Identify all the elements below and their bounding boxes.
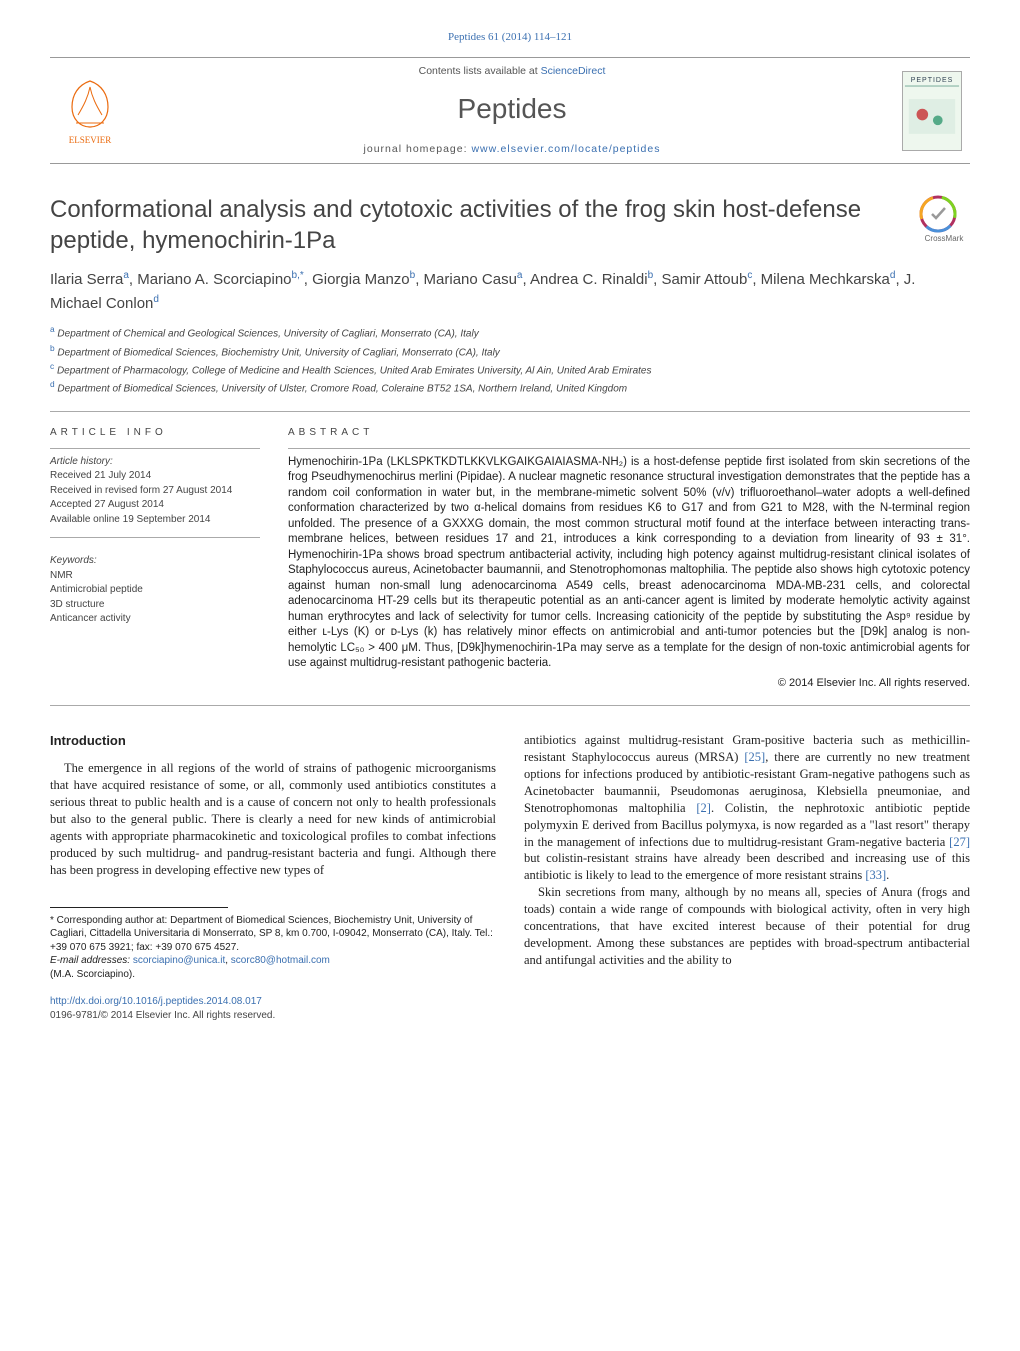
rule xyxy=(50,705,970,706)
ref-link[interactable]: [25] xyxy=(744,750,765,764)
abstract-text: Hymenochirin-1Pa (LKLSPKTKDTLKKVLKGAIKGA… xyxy=(288,455,970,672)
journal-cover-thumb: PEPTIDES xyxy=(902,71,962,151)
email-link-1[interactable]: scorciapino@unica.it xyxy=(133,955,225,966)
homepage-link[interactable]: www.elsevier.com/locate/peptides xyxy=(471,143,660,155)
abstract-label: abstract xyxy=(288,426,970,440)
svg-text:ELSEVIER: ELSEVIER xyxy=(69,135,112,145)
top-citation: Peptides 61 (2014) 114–121 xyxy=(50,30,970,45)
affiliation-line: c Department of Pharmacology, College of… xyxy=(50,360,970,378)
header-center: Contents lists available at ScienceDirec… xyxy=(122,64,902,157)
affiliation-line: a Department of Chemical and Geological … xyxy=(50,323,970,341)
article-title: Conformational analysis and cytotoxic ac… xyxy=(50,194,898,256)
corresponding-author-footnote: * Corresponding author at: Department of… xyxy=(50,914,496,955)
authors-list: Ilaria Serraa, Mariano A. Scorciapinob,*… xyxy=(50,268,970,315)
affiliation-line: b Department of Biomedical Sciences, Bio… xyxy=(50,342,970,360)
journal-name: Peptides xyxy=(122,89,902,128)
doi-link[interactable]: http://dx.doi.org/10.1016/j.peptides.201… xyxy=(50,996,262,1007)
crossmark-label: CrossMark xyxy=(925,234,965,243)
rule xyxy=(50,411,970,412)
elsevier-logo: ELSEVIER xyxy=(58,75,122,147)
keyword: 3D structure xyxy=(50,598,260,613)
crossmark-badge[interactable]: CrossMark xyxy=(918,194,970,251)
body-paragraph: Skin secretions from many, although by n… xyxy=(524,884,970,968)
introduction-heading: Introduction xyxy=(50,732,496,750)
article-info-label: article info xyxy=(50,426,260,440)
history-line: Accepted 27 August 2014 xyxy=(50,498,260,513)
homepage-line: journal homepage: www.elsevier.com/locat… xyxy=(122,142,902,157)
history-line: Received in revised form 27 August 2014 xyxy=(50,484,260,499)
sciencedirect-link[interactable]: ScienceDirect xyxy=(541,65,606,77)
ref-link[interactable]: [2] xyxy=(696,801,711,815)
affiliations: a Department of Chemical and Geological … xyxy=(50,323,970,396)
email-name: (M.A. Scorciapino). xyxy=(50,968,496,982)
history-line: Received 21 July 2014 xyxy=(50,469,260,484)
body-paragraph: antibiotics against multidrug-resistant … xyxy=(524,732,970,884)
email-footnote: E-mail addresses: scorciapino@unica.it, … xyxy=(50,954,496,968)
keyword: Antimicrobial peptide xyxy=(50,583,260,598)
ref-link[interactable]: [33] xyxy=(865,868,886,882)
history-line: Available online 19 September 2014 xyxy=(50,513,260,528)
journal-header: ELSEVIER Contents lists available at Sci… xyxy=(50,57,970,164)
keyword: Anticancer activity xyxy=(50,612,260,627)
issn-line: 0196-9781/© 2014 Elsevier Inc. All right… xyxy=(50,1009,496,1023)
abstract-copyright: © 2014 Elsevier Inc. All rights reserved… xyxy=(288,676,970,691)
keyword: NMR xyxy=(50,569,260,584)
affiliation-line: d Department of Biomedical Sciences, Uni… xyxy=(50,378,970,396)
intro-paragraph: The emergence in all regions of the worl… xyxy=(50,760,496,878)
history-head: Article history: xyxy=(50,455,260,470)
keywords-head: Keywords: xyxy=(50,554,260,569)
contents-line: Contents lists available at ScienceDirec… xyxy=(122,64,902,79)
ref-link[interactable]: [27] xyxy=(949,835,970,849)
email-link-2[interactable]: scorc80@hotmail.com xyxy=(231,955,330,966)
footnote-rule xyxy=(50,907,228,908)
